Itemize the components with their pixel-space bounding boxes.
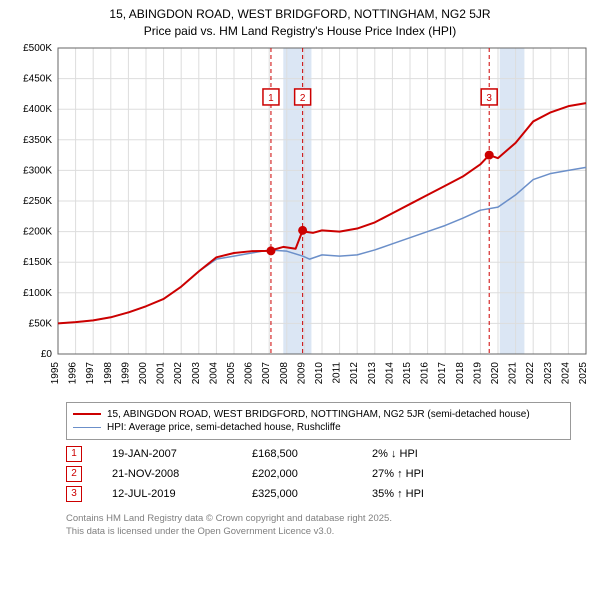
svg-text:3: 3	[486, 93, 492, 104]
svg-text:2000: 2000	[138, 361, 149, 384]
legend-label: 15, ABINGDON ROAD, WEST BRIDGFORD, NOTTI…	[107, 409, 530, 420]
svg-text:£400K: £400K	[23, 104, 52, 115]
svg-text:2004: 2004	[208, 361, 219, 384]
footer-line-2: This data is licensed under the Open Gov…	[66, 525, 592, 538]
event-diff: 35% ↑ HPI	[372, 488, 472, 500]
event-date: 21-NOV-2008	[112, 468, 222, 480]
svg-text:1999: 1999	[120, 361, 131, 384]
svg-text:1995: 1995	[50, 361, 61, 384]
chart-container: 15, ABINGDON ROAD, WEST BRIDGFORD, NOTTI…	[0, 0, 600, 590]
event-diff: 2% ↓ HPI	[372, 448, 472, 460]
footer-line-1: Contains HM Land Registry data © Crown c…	[66, 512, 592, 525]
events-table: 1 19-JAN-2007 £168,500 2% ↓ HPI 2 21-NOV…	[66, 446, 592, 502]
svg-text:2006: 2006	[244, 361, 255, 384]
chart-title: 15, ABINGDON ROAD, WEST BRIDGFORD, NOTTI…	[8, 6, 592, 40]
svg-text:2008: 2008	[279, 361, 290, 384]
event-price: £168,500	[252, 448, 342, 460]
svg-text:2014: 2014	[384, 361, 395, 384]
svg-text:2015: 2015	[402, 361, 413, 384]
event-diff: 27% ↑ HPI	[372, 468, 472, 480]
svg-text:£500K: £500K	[23, 44, 52, 54]
event-row: 2 21-NOV-2008 £202,000 27% ↑ HPI	[66, 466, 592, 482]
event-marker-icon: 1	[66, 446, 82, 462]
svg-text:1998: 1998	[103, 361, 114, 384]
svg-text:2009: 2009	[296, 361, 307, 384]
svg-text:2012: 2012	[349, 361, 360, 384]
svg-text:£450K: £450K	[23, 73, 52, 84]
legend-item: HPI: Average price, semi-detached house,…	[73, 422, 564, 433]
svg-text:2019: 2019	[472, 361, 483, 384]
event-date: 19-JAN-2007	[112, 448, 222, 460]
svg-text:2007: 2007	[261, 361, 272, 384]
title-line-2: Price paid vs. HM Land Registry's House …	[8, 23, 592, 40]
legend: 15, ABINGDON ROAD, WEST BRIDGFORD, NOTTI…	[66, 402, 571, 440]
svg-text:£200K: £200K	[23, 226, 52, 237]
svg-text:£100K: £100K	[23, 287, 52, 298]
event-row: 1 19-JAN-2007 £168,500 2% ↓ HPI	[66, 446, 592, 462]
svg-text:2010: 2010	[314, 361, 325, 384]
svg-text:2020: 2020	[490, 361, 501, 384]
svg-text:£250K: £250K	[23, 196, 52, 207]
svg-text:2016: 2016	[420, 361, 431, 384]
svg-text:2021: 2021	[508, 361, 519, 384]
legend-item: 15, ABINGDON ROAD, WEST BRIDGFORD, NOTTI…	[73, 409, 564, 420]
svg-text:2005: 2005	[226, 361, 237, 384]
event-row: 3 12-JUL-2019 £325,000 35% ↑ HPI	[66, 486, 592, 502]
legend-swatch-icon	[73, 413, 101, 415]
event-price: £325,000	[252, 488, 342, 500]
svg-text:2018: 2018	[455, 361, 466, 384]
svg-text:2011: 2011	[332, 361, 343, 383]
svg-text:2013: 2013	[367, 361, 378, 384]
svg-text:2001: 2001	[156, 361, 167, 384]
svg-text:1997: 1997	[85, 361, 96, 384]
legend-swatch-icon	[73, 427, 101, 428]
event-marker-icon: 3	[66, 486, 82, 502]
svg-text:1996: 1996	[68, 361, 79, 384]
event-marker-icon: 2	[66, 466, 82, 482]
title-line-1: 15, ABINGDON ROAD, WEST BRIDGFORD, NOTTI…	[8, 6, 592, 23]
svg-text:2003: 2003	[191, 361, 202, 384]
svg-text:2025: 2025	[578, 361, 589, 384]
svg-text:2002: 2002	[173, 361, 184, 384]
svg-text:£350K: £350K	[23, 134, 52, 145]
svg-text:1: 1	[268, 93, 274, 104]
svg-text:2: 2	[300, 93, 306, 104]
chart-plot: £0 £50K £100K £150K £200K £250K £300K £350K £400…	[8, 44, 592, 394]
legend-label: HPI: Average price, semi-detached house,…	[107, 422, 341, 433]
svg-text:2023: 2023	[543, 361, 554, 384]
chart-svg: £0 £50K £100K £150K £200K £250K £300K £350K £400…	[8, 44, 592, 394]
svg-text:2017: 2017	[437, 361, 448, 384]
footer-attribution: Contains HM Land Registry data © Crown c…	[66, 512, 592, 539]
svg-text:2022: 2022	[525, 361, 536, 384]
svg-text:£150K: £150K	[23, 257, 52, 268]
svg-text:£300K: £300K	[23, 165, 52, 176]
svg-text:£50K: £50K	[29, 318, 53, 329]
svg-text:£0: £0	[41, 349, 53, 360]
event-date: 12-JUL-2019	[112, 488, 222, 500]
event-price: £202,000	[252, 468, 342, 480]
svg-text:2024: 2024	[560, 361, 571, 384]
